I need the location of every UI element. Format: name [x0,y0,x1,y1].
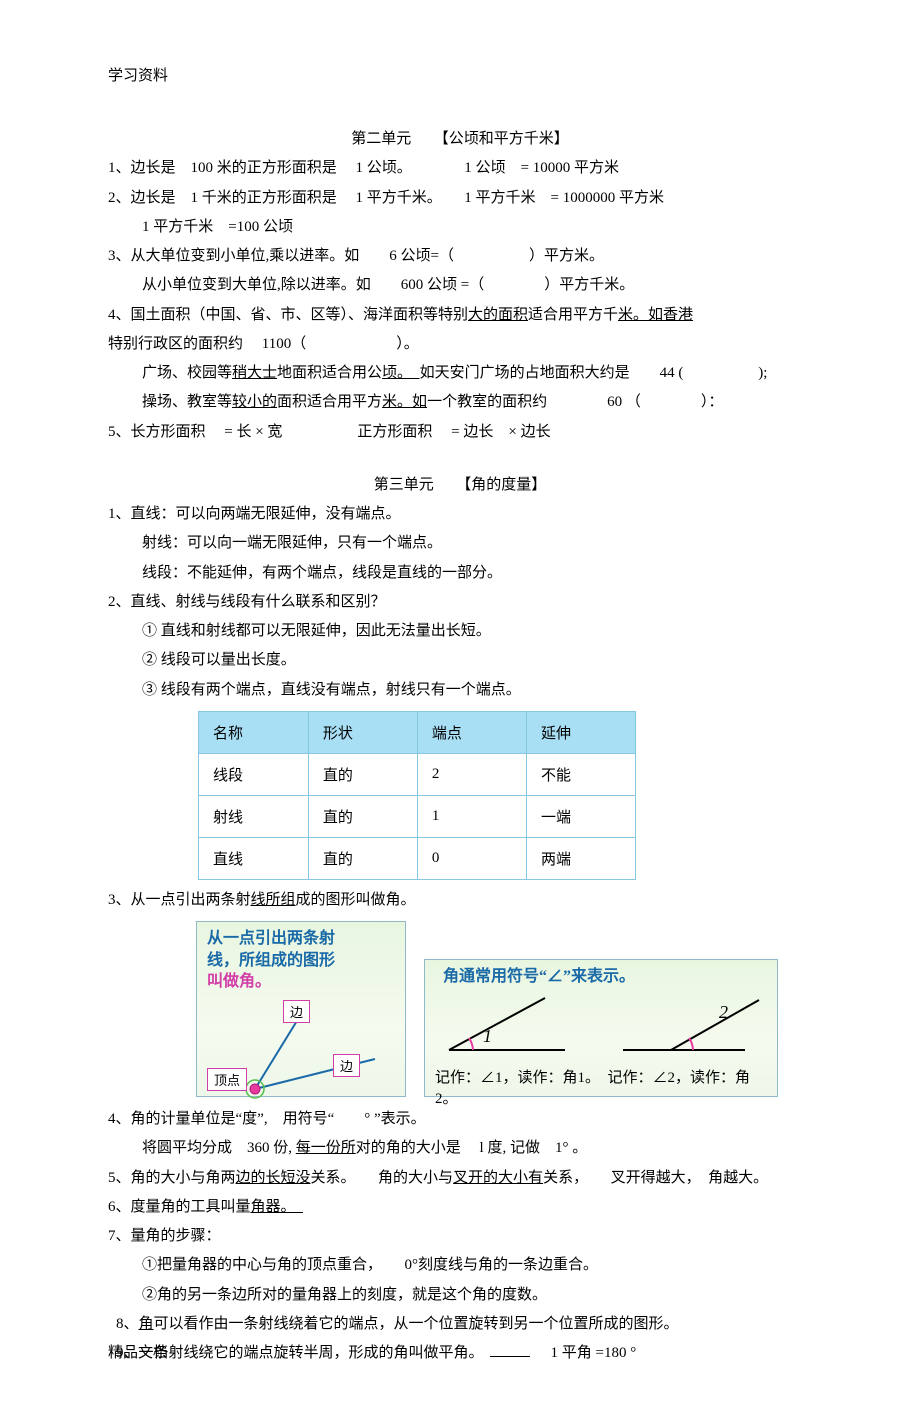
text-underline: 角器。 [251,1199,304,1215]
text: 成的图形叫做角。 [296,892,416,908]
unit3-line1b: 射线：可以向一端无限延伸，只有一个端点。 [108,529,812,558]
side-label: 边 [283,1000,310,1023]
unit2-line4d: 操场、教室等较小的面积适合用平方米。如一个教室的面积约 60 （ ）： [108,388,812,417]
angle-notation-diagram-icon: 1 2 [425,988,777,1066]
table-cell: 0 [418,838,527,880]
table-header-cell: 延伸 [527,711,636,754]
figure-caption: 从一点引出两条射 线，所组成的图形 叫做角。 [197,922,405,993]
figure-row: 从一点引出两条射 线，所组成的图形 叫做角。 边 边 顶点 角通常用符号“∠”来… [196,921,812,1097]
unit3-line7b: ②角的另一条边所对的量角器上的刻度，就是这个角的度数。 [108,1281,812,1310]
blank-line [490,1356,530,1357]
unit2-line4b: 特别行政区的面积约 1100（ ）。 [108,330,812,359]
vertex-label: 顶点 [207,1068,247,1091]
page-footer: 精品文档 [108,1341,168,1362]
unit2-line4a: 4、国土面积（中国、省、市、区等）、海洋面积等特别大的面积适合用平方千米。如香港 [108,301,812,330]
unit3-line2: 2、直线、射线与线段有什么联系和区别？ [108,588,812,617]
text: 如天安门广场的占地面积大约是 44 ( ); [420,365,768,381]
text-underline: 每一份所 [296,1140,356,1156]
text-underline: 米。如香港 [618,307,693,323]
table-cell: 两端 [527,838,636,880]
unit3-line3: 3、从一点引出两条射线所组成的图形叫做角。 [108,886,812,915]
text: 5、角的大小与角两 [108,1170,236,1186]
comparison-table-wrap: 名称形状端点延伸线段直的2不能射线直的1一端直线直的0两端 [198,711,812,880]
unit3-line7a: ①把量角器的中心与角的顶点重合， 0°刻度线与角的一条边重合。 [108,1251,812,1280]
unit2-line2: 2、边长是 1 千米的正方形面积是 1 平方千米。 1 平方千米 = 10000… [108,184,812,213]
text: 一个教室的面积约 60 （ ）： [427,394,723,410]
unit3-line2c: ③ 线段有两个端点，直线没有端点，射线只有一个端点。 [108,676,812,705]
svg-text:2: 2 [719,1002,728,1022]
angle-definition-figure: 从一点引出两条射 线，所组成的图形 叫做角。 边 边 顶点 [196,921,406,1097]
text-underline: 顷。 [382,365,420,381]
text-underline: 边的长短没 [236,1170,311,1186]
unit3-line2b: ② 线段可以量出长度。 [108,646,812,675]
text-underline: 大的面积 [468,307,528,323]
angle-notation-figure: 角通常用符号“∠”来表示。 1 2 记作：∠1，读作：角1。 记作：∠2，读作：… [424,959,778,1097]
table-cell: 线段 [198,754,309,796]
unit2-line1: 1、边长是 100 米的正方形面积是 1 公顷。 1 公顷 = 10000 平方… [108,154,812,183]
unit3-line1c: 线段：不能延伸，有两个端点，线段是直线的一部分。 [108,559,812,588]
text: 关系。 角的大小与 [311,1170,454,1186]
table-header-cell: 端点 [418,711,527,754]
table-row: 直线直的0两端 [198,838,636,880]
text-underline: 较小的 [232,394,277,410]
unit3-title: 第三单元 【角的度量】 [108,471,812,500]
text: 将圆平均分成 360 份, [142,1140,292,1156]
text: 4、国土面积（中国、省、市、区等）、海洋面积等特别 [108,307,468,323]
unit2-line3a: 3、从大单位变到小单位,乘以进率。如 6 公顷=（ ）平方米。 [108,242,812,271]
side-label: 边 [333,1054,360,1077]
table-cell: 一端 [527,796,636,838]
figure-note: 记作：∠1，读作：角1。 记作：∠2，读作：角2。 [425,1066,777,1114]
unit2-title: 第二单元 【公顷和平方千米】 [108,125,812,154]
text: 8、 [116,1316,139,1332]
unit3-line4b: 将圆平均分成 360 份, 每一份所对的角的大小是 l 度, 记做 1° 。 [108,1134,812,1163]
unit2-line5: 5、长方形面积 = 长 × 宽 正方形面积 = 边长 × 边长 [108,418,812,447]
unit2-line3b: 从小单位变到大单位,除以进率。如 600 公顷 =（ ）平方千米。 [108,271,812,300]
text: 对的角的大小是 l 度, 记做 1° 。 [356,1140,587,1156]
table-cell: 直线 [198,838,309,880]
table-cell: 不能 [527,754,636,796]
comparison-table: 名称形状端点延伸线段直的2不能射线直的1一端直线直的0两端 [198,711,636,880]
table-row: 线段直的2不能 [198,754,636,796]
table-row: 射线直的1一端 [198,796,636,838]
text: 广场、校园等 [142,365,232,381]
text: 3、从一点引出两条射 [108,892,251,908]
text-underline: 稍大士 [232,365,277,381]
text: 可以看作由一条射线绕着它的端点，从一个位置旋转到另一个位置所成的图形。 [154,1316,679,1332]
figure-caption: 角通常用符号“∠”来表示。 [425,960,777,988]
unit2-line2b: 1 平方千米 =100 公顷 [108,213,812,242]
table-header-cell: 名称 [198,711,309,754]
table-cell: 1 [418,796,527,838]
text: 1 平角 =180 ° [536,1345,637,1361]
unit3-line7: 7、量角的步骤： [108,1222,812,1251]
text: 面积适合用平方 [277,394,382,410]
table-cell: 直的 [309,754,418,796]
text: 操场、教室等 [142,394,232,410]
unit2-line4c: 广场、校园等稍大士地面积适合用公顷。 如天安门广场的占地面积大约是 44 ( )… [108,359,812,388]
document-page: 学习资料 第二单元 【公顷和平方千米】 1、边长是 100 米的正方形面积是 1… [0,0,920,1408]
table-cell: 射线 [198,796,309,838]
text-underline: 叉开的大小有 [453,1170,543,1186]
text: 9、一条射线绕它的端点旋转半周，形成的角叫做平角。 [116,1345,484,1361]
text: 关系， 叉开得越大， 角越大。 [543,1170,768,1186]
table-cell: 2 [418,754,527,796]
unit3-line9: 9、一条射线绕它的端点旋转半周，形成的角叫做平角。 1 平角 =180 ° [108,1339,812,1368]
unit3-line6: 6、度量角的工具叫量角器。 [108,1193,812,1222]
unit3-line5: 5、角的大小与角两边的长短没关系。 角的大小与叉开的大小有关系， 叉开得越大， … [108,1164,812,1193]
unit3-line1a: 1、直线：可以向两端无限延伸，没有端点。 [108,500,812,529]
text: 6、度量角的工具叫量 [108,1199,251,1215]
page-header: 学习资料 [108,64,812,85]
text: 适合用平方千 [528,307,618,323]
table-cell: 直的 [309,838,418,880]
text-underline: 线所组 [251,892,296,908]
table-header-cell: 形状 [309,711,418,754]
svg-text:1: 1 [483,1026,492,1046]
text-underline: 角 [139,1316,154,1332]
table-cell: 直的 [309,796,418,838]
text-underline: 米。如 [382,394,427,410]
unit3-line8: 8、角可以看作由一条射线绕着它的端点，从一个位置旋转到另一个位置所成的图形。 [108,1310,812,1339]
text: 地面积适合用公 [277,365,382,381]
unit3-line2a: ① 直线和射线都可以无限延伸，因此无法量出长短。 [108,617,812,646]
